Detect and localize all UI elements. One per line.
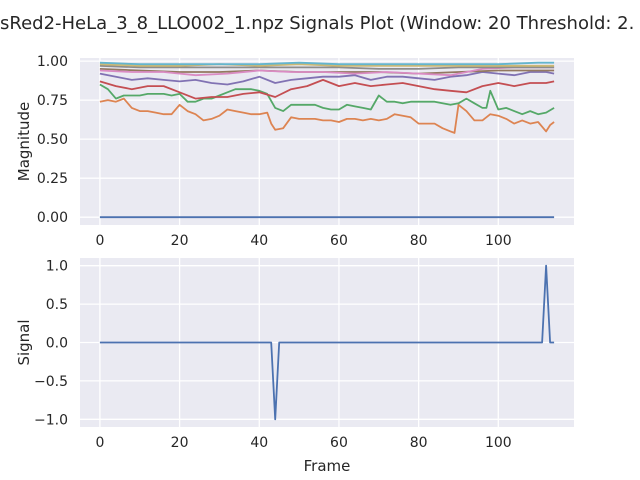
magnitude-series-line-4 <box>99 71 555 86</box>
signal-plot-y-ticks: −1.0 −0.5 0.0 0.5 1.0 <box>34 259 68 429</box>
magnitude-plot-lines <box>99 61 555 219</box>
signal-plot-y-axis-label: Signal <box>15 319 33 365</box>
magnitude-series-line-3 <box>99 79 555 100</box>
signal-y-tick-label: −1.0 <box>34 412 68 428</box>
magnitude-x-tick-label: 60 <box>330 233 348 249</box>
magnitude-x-tick-label: 80 <box>410 233 428 249</box>
magnitude-plot-y-axis-label: Magnitude <box>15 102 33 181</box>
magnitude-plot-y-ticks: 0.00 0.25 0.50 0.75 1.00 <box>37 54 68 226</box>
magnitude-y-tick-label: 0.75 <box>37 93 68 109</box>
magnitude-x-tick-label: 100 <box>485 233 512 249</box>
magnitude-series-line-9 <box>99 61 555 66</box>
signal-y-tick-label: 0.5 <box>46 297 68 313</box>
signal-x-tick-label: 80 <box>410 435 428 451</box>
signal-y-tick-label: 1.0 <box>46 259 68 275</box>
magnitude-y-tick-label: 0.50 <box>37 132 68 148</box>
signal-x-tick-label: 20 <box>171 435 189 451</box>
signal-plot-x-ticks: 0 20 40 60 80 100 <box>95 435 511 451</box>
magnitude-plot: 0 20 40 60 80 100 0.00 0.25 0.50 0.75 1.00 Magnit… <box>15 54 574 249</box>
signal-y-tick-label: −0.5 <box>34 374 68 390</box>
magnitude-plot-x-ticks: 0 20 40 60 80 100 <box>95 233 511 249</box>
signal-plot: 0 20 40 60 80 100 −1.0 −0.5 0.0 0.5 1.0 Signal Fr… <box>15 258 574 475</box>
figure-title: sRed2-HeLa_3_8_LLO002_1.npz Signals Plot… <box>0 13 634 34</box>
magnitude-series-line-6 <box>99 66 555 77</box>
magnitude-series-line-2 <box>99 83 555 116</box>
signal-plot-x-axis-label: Frame <box>304 457 351 475</box>
signal-x-tick-label: 60 <box>330 435 348 451</box>
signal-x-tick-label: 40 <box>250 435 268 451</box>
magnitude-x-tick-label: 20 <box>171 233 189 249</box>
signal-plot-lines <box>99 264 555 421</box>
signal-y-tick-label: 0.0 <box>46 336 68 352</box>
magnitude-x-tick-label: 40 <box>250 233 268 249</box>
signal-x-tick-label: 100 <box>485 435 512 451</box>
magnitude-y-tick-label: 0.00 <box>37 210 68 226</box>
magnitude-y-tick-label: 1.00 <box>37 54 68 70</box>
magnitude-series-line-8 <box>99 63 555 67</box>
magnitude-x-tick-label: 0 <box>95 233 104 249</box>
magnitude-series-line-1 <box>99 97 555 134</box>
magnitude-series-line-7 <box>99 64 555 70</box>
magnitude-y-tick-label: 0.25 <box>37 171 68 187</box>
signal-x-tick-label: 0 <box>95 435 104 451</box>
signal-series-line-0 <box>99 264 555 421</box>
